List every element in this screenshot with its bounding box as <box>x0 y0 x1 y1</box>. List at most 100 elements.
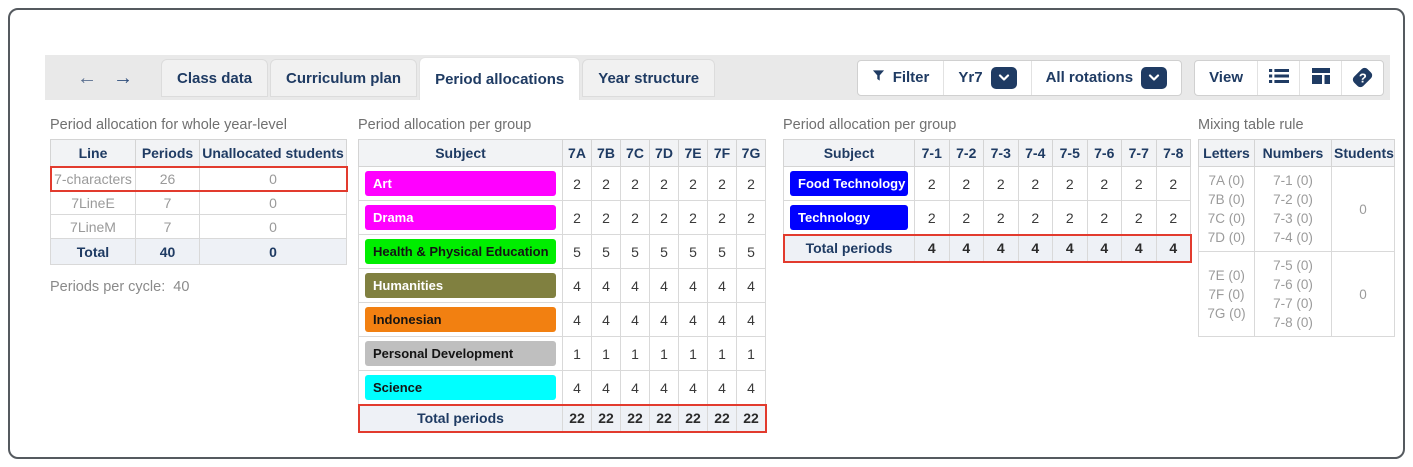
period-cell[interactable]: 4 <box>620 268 650 303</box>
tab-class-data[interactable]: Class data <box>161 59 269 97</box>
back-icon[interactable]: ← <box>77 66 97 89</box>
period-cell[interactable]: 1 <box>707 336 737 371</box>
subject-chip-drama[interactable]: Drama <box>365 205 556 230</box>
col-7g: 7G <box>736 139 766 167</box>
subject-cell: Science <box>358 370 563 405</box>
period-cell[interactable]: 4 <box>678 268 708 303</box>
period-cell[interactable]: 2 <box>1052 166 1088 201</box>
subject-chip-science[interactable]: Science <box>365 375 556 400</box>
period-cell[interactable]: 5 <box>678 234 708 269</box>
period-cell[interactable]: 2 <box>707 166 737 201</box>
subject-chip-personal-development[interactable]: Personal Development <box>365 341 556 366</box>
period-cell[interactable]: 2 <box>914 200 950 235</box>
tab-period-allocations[interactable]: Period allocations <box>419 57 581 100</box>
period-cell[interactable]: 5 <box>707 234 737 269</box>
subject-chip-technology[interactable]: Technology <box>790 205 908 230</box>
period-cell[interactable]: 2 <box>649 200 679 235</box>
list-view-button[interactable] <box>1257 60 1299 95</box>
period-cell[interactable]: 5 <box>736 234 766 269</box>
period-cell[interactable]: 5 <box>620 234 650 269</box>
period-cell[interactable]: 4 <box>562 268 592 303</box>
period-cell[interactable]: 2 <box>983 166 1019 201</box>
period-cell[interactable]: 4 <box>649 370 679 405</box>
period-cell[interactable]: 2 <box>562 166 592 201</box>
periods-cell: 26 <box>135 166 200 191</box>
period-cell[interactable]: 2 <box>678 166 708 201</box>
period-cell[interactable]: 4 <box>649 268 679 303</box>
period-cell[interactable]: 1 <box>591 336 621 371</box>
total-cell: 4 <box>1121 234 1157 262</box>
period-cell[interactable]: 2 <box>620 200 650 235</box>
subject-chip-food-technology[interactable]: Food Technology <box>790 171 908 196</box>
forward-icon[interactable]: → <box>113 66 133 89</box>
period-cell[interactable]: 4 <box>736 268 766 303</box>
period-cell[interactable]: 2 <box>736 200 766 235</box>
period-cell[interactable]: 4 <box>562 370 592 405</box>
subject-chip-art[interactable]: Art <box>365 171 556 196</box>
period-cell[interactable]: 2 <box>1155 200 1191 235</box>
period-cell[interactable]: 2 <box>1052 200 1088 235</box>
period-cell[interactable]: 5 <box>591 234 621 269</box>
tab-curriculum-plan[interactable]: Curriculum plan <box>270 59 418 97</box>
total-row: Total periods 4 4 4 4 4 4 4 4 <box>782 233 1192 263</box>
period-cell[interactable]: 1 <box>620 336 650 371</box>
period-cell[interactable]: 4 <box>678 302 708 337</box>
table-row: Science 4 4 4 4 4 4 4 <box>358 370 766 405</box>
period-cell[interactable]: 4 <box>591 370 621 405</box>
period-cell[interactable]: 4 <box>678 370 708 405</box>
period-cell[interactable]: 5 <box>562 234 592 269</box>
period-cell[interactable]: 2 <box>914 166 950 201</box>
period-cell[interactable]: 2 <box>1017 200 1053 235</box>
period-cell[interactable]: 2 <box>649 166 679 201</box>
period-cell[interactable]: 4 <box>649 302 679 337</box>
period-cell[interactable]: 2 <box>562 200 592 235</box>
subject-chip-humanities[interactable]: Humanities <box>365 273 556 298</box>
subject-cell: Indonesian <box>358 302 563 337</box>
help-button[interactable]: ? <box>1341 60 1383 95</box>
period-cell[interactable]: 1 <box>736 336 766 371</box>
period-cell[interactable]: 2 <box>1121 166 1157 201</box>
period-cell[interactable]: 4 <box>736 302 766 337</box>
tab-year-structure[interactable]: Year structure <box>582 59 716 97</box>
period-cell[interactable]: 4 <box>591 302 621 337</box>
section-group-numbers: Period allocation per group Subject 7-1 7-… <box>782 117 1192 263</box>
period-cell[interactable]: 1 <box>562 336 592 371</box>
rotation-filter-selector[interactable]: All rotations <box>1030 60 1182 95</box>
period-cell[interactable]: 4 <box>620 370 650 405</box>
period-cell[interactable]: 5 <box>649 234 679 269</box>
filter-button[interactable]: Filter <box>858 61 944 95</box>
period-cell[interactable]: 2 <box>591 200 621 235</box>
period-cell[interactable]: 2 <box>1017 166 1053 201</box>
period-cell[interactable]: 1 <box>678 336 708 371</box>
total-cell: 22 <box>736 404 766 432</box>
group-numbers-table: Subject 7-1 7-2 7-3 7-4 7-5 7-6 7-7 7-8 Food Tec… <box>782 139 1192 263</box>
period-cell[interactable]: 4 <box>707 302 737 337</box>
period-cell[interactable]: 2 <box>1086 166 1122 201</box>
subject-chip-indonesian[interactable]: Indonesian <box>365 307 556 332</box>
period-cell[interactable]: 2 <box>1086 200 1122 235</box>
period-cell[interactable]: 4 <box>707 268 737 303</box>
period-cell[interactable]: 4 <box>562 302 592 337</box>
period-cell[interactable]: 2 <box>736 166 766 201</box>
chevron-down-icon[interactable] <box>1141 66 1168 89</box>
period-cell[interactable]: 2 <box>948 166 984 201</box>
chevron-down-icon[interactable] <box>990 66 1017 89</box>
year-filter-selector[interactable]: Yr7 <box>943 60 1030 95</box>
period-cell[interactable]: 1 <box>649 336 679 371</box>
period-cell[interactable]: 2 <box>983 200 1019 235</box>
period-cell[interactable]: 4 <box>736 370 766 405</box>
period-cell[interactable]: 2 <box>707 200 737 235</box>
period-cell[interactable]: 4 <box>707 370 737 405</box>
period-cell[interactable]: 4 <box>591 268 621 303</box>
total-cell: 22 <box>620 404 650 432</box>
letter-line: 7D (0) <box>1207 230 1246 245</box>
period-cell[interactable]: 2 <box>948 200 984 235</box>
period-cell[interactable]: 2 <box>591 166 621 201</box>
panel-view-button[interactable] <box>1299 60 1341 95</box>
subject-chip-health-physical-education[interactable]: Health & Physical Education <box>365 239 556 264</box>
period-cell[interactable]: 2 <box>678 200 708 235</box>
period-cell[interactable]: 4 <box>620 302 650 337</box>
period-cell[interactable]: 2 <box>620 166 650 201</box>
period-cell[interactable]: 2 <box>1121 200 1157 235</box>
period-cell[interactable]: 2 <box>1155 166 1191 201</box>
